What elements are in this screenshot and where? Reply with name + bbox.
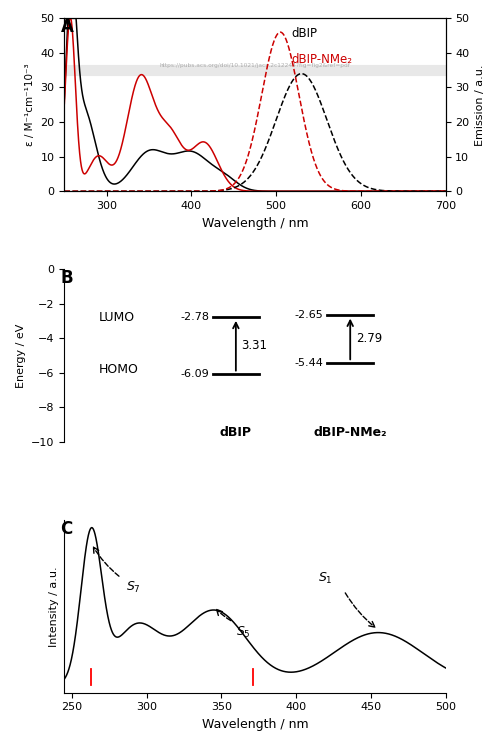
Text: B: B [60,269,73,287]
Text: $S_1$: $S_1$ [318,571,333,586]
X-axis label: Wavelength / nm: Wavelength / nm [201,216,308,229]
Y-axis label: Intensity / a.u.: Intensity / a.u. [49,566,59,647]
Text: C: C [60,520,73,538]
Text: dBIP-NMe₂: dBIP-NMe₂ [291,53,352,66]
Y-axis label: Energy / eV: Energy / eV [16,323,26,388]
X-axis label: Wavelength / nm: Wavelength / nm [201,718,308,731]
Text: LUMO: LUMO [99,311,135,324]
Text: https://pubs.acs.org/doi/10.1021/jacs.2c12244?fig=fig2&ref=pdf: https://pubs.acs.org/doi/10.1021/jacs.2c… [159,62,350,67]
Text: dBIP: dBIP [220,427,252,439]
Text: $S_5$: $S_5$ [236,625,251,640]
Text: HOMO: HOMO [99,363,139,376]
Text: -5.44: -5.44 [295,358,324,368]
Text: A: A [60,18,73,37]
Text: 2.79: 2.79 [356,333,382,345]
Text: -2.65: -2.65 [295,310,324,320]
Y-axis label: Emission / a.u.: Emission / a.u. [475,64,485,146]
Text: -2.78: -2.78 [180,312,209,322]
Text: dBIP-NMe₂: dBIP-NMe₂ [313,427,387,439]
Text: 3.31: 3.31 [242,339,268,353]
Y-axis label: ε / M⁻¹cm⁻¹10⁻³: ε / M⁻¹cm⁻¹10⁻³ [25,64,35,146]
Text: -6.09: -6.09 [181,369,209,380]
Text: $S_7$: $S_7$ [126,580,141,594]
Text: dBIP: dBIP [291,27,317,40]
